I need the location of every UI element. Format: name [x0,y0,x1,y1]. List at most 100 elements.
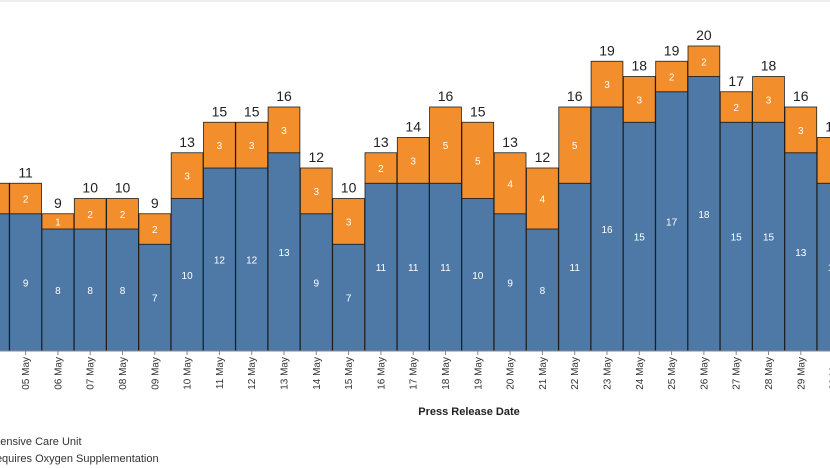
x-tick-label: 20 May [506,357,517,390]
segment-label-icu: 8 [55,286,61,297]
x-axis-title: Press Release Date [418,406,520,418]
bar-segment-icu [396,182,430,352]
segment-label-icu: 13 [795,248,807,259]
segment-label-icu: 9 [23,278,29,289]
total-label: 17 [728,73,744,89]
segment-label-icu: 7 [346,294,352,305]
segment-label-oxygen: 2 [669,73,675,84]
bar-segment-icu [364,182,398,352]
total-label: 10 [115,180,131,196]
bar-segment-oxygen [687,45,721,77]
bar-segment-icu [0,213,10,352]
x-tick-label: 07 May [86,357,97,390]
bar-segment-oxygen [655,60,688,93]
x-tick-label: 12 May [247,357,258,390]
segment-label-oxygen: 4 [507,179,513,190]
x-tick-label: 18 May [441,357,452,390]
segment-label-icu: 12 [214,256,226,267]
bar-segment-oxygen [623,76,656,123]
segment-label-oxygen: 3 [766,95,772,106]
bar-segment-icu [73,228,107,352]
bar-segment-icu [429,182,462,352]
x-tick-label: 25 May [667,357,678,390]
x-tick-label: 05 May [21,357,32,390]
total-label: 15 [212,103,228,119]
bar-segment-icu [332,243,365,352]
segment-label-oxygen: 2 [23,195,29,206]
bar-segment-oxygen [752,76,785,123]
segment-label-oxygen: 2 [152,225,158,236]
x-tick-label: 22 May [570,357,581,390]
segment-label-icu: 15 [634,233,646,244]
x-tick-label: 16 May [376,357,387,390]
x-tick-label: 11 May [215,357,226,389]
segment-label-icu: 11 [376,263,387,274]
bar-segment-oxygen [203,121,236,169]
bar-segment-icu [106,228,139,352]
total-label: 16 [793,88,809,104]
segment-label-icu: 17 [666,217,678,228]
total-label: 9 [151,195,159,211]
segment-label-icu: 11 [828,263,830,274]
x-tick-label: 09 May [150,357,161,390]
legend-item-icu: Intensive Care Unit [0,436,82,448]
bar-segment-oxygen [526,167,559,230]
segment-label-icu: 10 [472,271,484,282]
segment-label-icu: 8 [540,286,546,297]
bar-segment-icu [558,182,591,352]
total-label: 16 [438,88,454,104]
total-label: 16 [276,88,292,104]
segment-label-oxygen: 2 [87,210,93,221]
x-tick-label: 15 May [344,357,355,390]
x-tick-label: 30 May [829,357,830,390]
x-tick-label: 19 May [473,357,484,390]
bar-segment-icu [203,167,236,352]
total-label: 15 [470,103,486,119]
bar-segment-oxygen [332,198,365,245]
x-tick-label: 21 May [538,357,549,390]
bar-segment-oxygen [429,106,462,184]
bar-segment-oxygen [138,213,172,245]
segment-label-icu: 10 [182,271,194,282]
total-label: 13 [373,134,389,150]
segment-label-icu: 8 [87,286,93,297]
bar-segment-oxygen [816,137,830,184]
segment-label-icu: 15 [731,233,743,244]
bar-segment-oxygen [73,198,107,230]
segment-label-icu: 13 [278,248,290,259]
total-label: 14 [405,119,421,135]
x-tick-label: 23 May [603,357,614,390]
bar-segment-oxygen [267,106,301,154]
segment-label-oxygen: 2 [701,57,707,68]
x-tick-label: 28 May [764,357,775,390]
bars-group: 9211921181982108210729103131231512315133… [0,27,830,352]
total-label: 12 [309,149,325,165]
legend-item-oxygen: Requires Oxygen Supplementation [0,453,159,465]
bar-segment-oxygen [364,152,398,184]
segment-label-oxygen: 3 [346,217,352,228]
bar-segment-icu [461,198,495,352]
total-label: 10 [341,180,357,196]
bar-segment-oxygen [461,121,495,199]
segment-label-oxygen: 3 [217,141,223,152]
x-tick-label: 08 May [118,357,129,390]
total-label: 12 [535,149,551,165]
segment-label-icu: 8 [120,286,126,297]
total-label: 11 [0,164,1,180]
bar-segment-icu [816,182,830,352]
x-tick-label: 24 May [635,357,646,390]
bar-segment-oxygen [235,121,269,169]
total-label: 18 [632,58,648,74]
segment-label-icu: 15 [763,233,775,244]
total-label: 10 [82,180,98,196]
bar-segment-oxygen [106,198,139,230]
segment-label-oxygen: 3 [249,141,255,152]
bar-segment-oxygen [590,60,624,108]
segment-label-icu: 9 [314,278,320,289]
segment-label-oxygen: 3 [314,187,320,198]
bar-segment-icu [719,121,753,352]
total-label: 13 [502,134,518,150]
bar-segment-oxygen [41,213,75,230]
segment-label-oxygen: 4 [540,195,546,206]
bar-segment-icu [784,152,818,352]
